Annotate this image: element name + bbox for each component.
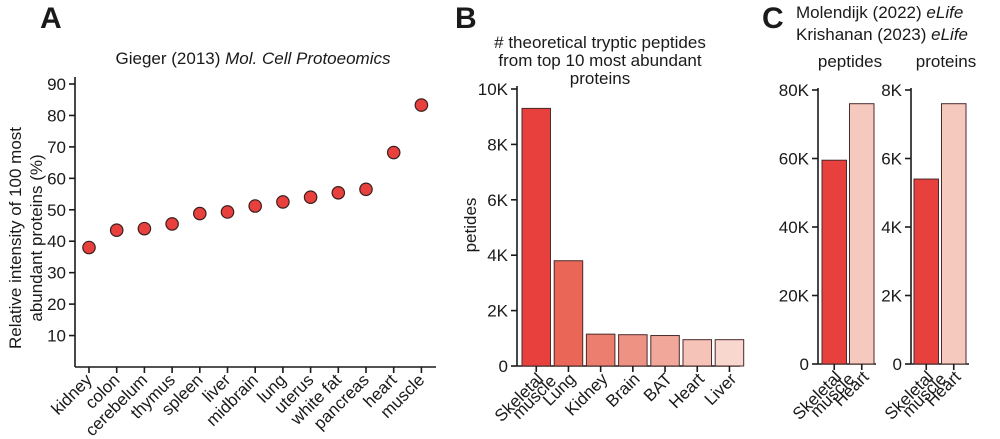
panel-b-bar bbox=[650, 335, 680, 367]
panel-c-proteins-y-tick-label: 6K bbox=[881, 150, 902, 169]
panel-a-point bbox=[386, 145, 401, 160]
panel-b-bar bbox=[521, 107, 551, 367]
panel-c-proteins-y-tick-label: 0 bbox=[893, 355, 902, 374]
panel-a-point bbox=[414, 98, 429, 112]
panel-a-y-tick-label: 70 bbox=[47, 138, 66, 157]
panel-a-y-tick-label: 10 bbox=[47, 327, 66, 346]
panel-b-title-line1: # theoretical tryptic peptides bbox=[494, 33, 706, 52]
panel-c-proteins-y-tick-label: 8K bbox=[881, 81, 902, 100]
panel-c-peptides-y-tick-label: 20K bbox=[779, 287, 810, 306]
panel-c-proteins-y-tick-label: 4K bbox=[881, 218, 902, 237]
panel-c-peptides-y-tick-label: 60K bbox=[779, 150, 810, 169]
panel-c-proteins-bar bbox=[941, 103, 967, 365]
panel-b-x-tick-label: Brain bbox=[602, 369, 643, 410]
panel-a-y-tick-label: 80 bbox=[47, 106, 66, 125]
panel-b-x-tick-label: Heart bbox=[665, 369, 708, 412]
panel-a-y-tick-label: 90 bbox=[47, 75, 66, 94]
panel-c-proteins-title: proteins bbox=[916, 52, 976, 71]
panel-a-scatter-chart: Gieger (2013) Mol. Cell Protoeomics Rela… bbox=[6, 49, 436, 439]
panel-a-ylabel-line1: Relative intensity of 100 most bbox=[6, 127, 25, 349]
panel-a-point bbox=[165, 217, 179, 231]
panel-c-peptides-title: peptides bbox=[818, 52, 882, 71]
panel-letter-b: B bbox=[455, 2, 477, 35]
panel-a-point bbox=[331, 185, 346, 200]
panel-b-y-tick-label: 8K bbox=[487, 135, 508, 154]
panel-c-peptides-y-tick-label: 40K bbox=[779, 218, 810, 237]
panel-b-bar bbox=[682, 339, 712, 367]
panel-a-y-tick-label: 50 bbox=[47, 201, 66, 220]
panel-a-point bbox=[276, 195, 290, 209]
panel-c-peptides-y-tick-label: 80K bbox=[779, 81, 810, 100]
panel-a-point bbox=[82, 240, 96, 255]
panel-b-y-tick-label: 10K bbox=[478, 80, 509, 99]
panel-b-x-tick-label: Liver bbox=[701, 369, 741, 409]
panel-c-bar-charts: Molendijk (2022) eLife Krishanan (2023) … bbox=[779, 3, 976, 424]
panel-a-y-tick-label: 60 bbox=[47, 169, 66, 188]
panel-b-bar bbox=[553, 260, 584, 367]
panel-c-peptides-bar bbox=[821, 159, 847, 365]
panel-b-bar bbox=[714, 339, 745, 367]
panel-a-title: Gieger (2013) Mol. Cell Protoeomics bbox=[116, 49, 391, 68]
panel-b-bar bbox=[585, 333, 616, 367]
panel-c-title-line2: Krishanan (2023) eLife bbox=[796, 25, 968, 44]
panel-b-y-tick-label: 0 bbox=[499, 357, 508, 376]
panel-b-bar-chart: # theoretical tryptic peptides from top … bbox=[461, 33, 745, 426]
panel-letter-a: A bbox=[40, 2, 62, 35]
panel-a-point bbox=[220, 205, 235, 219]
panel-b-bar bbox=[618, 334, 648, 367]
panel-c-proteins-y-tick-label: 2K bbox=[881, 287, 902, 306]
panel-c-title-line1: Molendijk (2022) eLife bbox=[796, 3, 963, 22]
panel-a-point bbox=[193, 206, 207, 221]
panel-c-proteins-bar bbox=[913, 178, 939, 365]
panel-c-peptides-bar bbox=[849, 103, 875, 365]
panel-letter-c: C bbox=[762, 2, 784, 35]
panel-a-ylabel-line2: abundant proteins (%) bbox=[27, 154, 46, 321]
panel-b-ylabel: petides bbox=[461, 198, 480, 253]
panel-b-y-tick-label: 2K bbox=[487, 302, 508, 321]
panel-c-peptides-y-tick-label: 0 bbox=[800, 355, 809, 374]
panel-a-point bbox=[109, 223, 124, 238]
panel-b-title-line2: from top 10 most abundant bbox=[498, 51, 701, 70]
panel-b-title-line3: proteins bbox=[570, 69, 630, 88]
panel-a-point bbox=[303, 190, 318, 204]
panel-a-y-tick-label: 20 bbox=[47, 295, 66, 314]
panel-a-point bbox=[248, 199, 262, 213]
panel-a-y-tick-label: 30 bbox=[47, 264, 66, 283]
panel-a-y-tick-label: 40 bbox=[47, 232, 66, 251]
panel-b-y-tick-label: 4K bbox=[487, 246, 508, 265]
panel-b-y-tick-label: 6K bbox=[487, 191, 508, 210]
panel-a-point bbox=[359, 182, 373, 197]
panel-a-point bbox=[137, 221, 152, 236]
